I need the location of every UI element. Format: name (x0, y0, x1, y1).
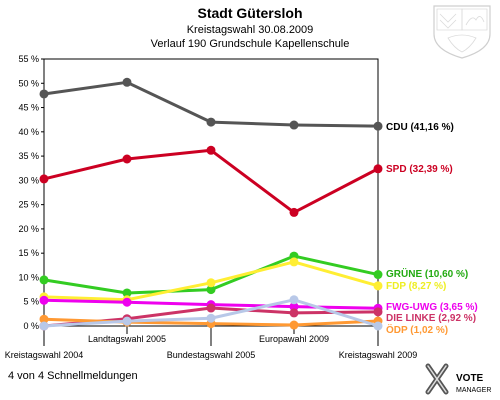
y-tick-label: 35 % (18, 151, 39, 161)
data-point-grüne (206, 285, 216, 295)
series-label-grüne: GRÜNE (10,60 %) (386, 267, 468, 280)
y-axis: 0 % 5 % 10 % 15 % 20 % 25 % 30 % 35 % 40 % 45 % 50… (18, 54, 44, 331)
data-point-cdu (39, 89, 49, 99)
data-point-sonstige (39, 321, 49, 331)
data-point-cdu (289, 120, 299, 130)
data-point-die-linke (289, 308, 299, 318)
data-point-grüne (373, 270, 383, 280)
data-point-cdu (122, 77, 132, 87)
data-point-fdp (206, 278, 216, 288)
y-tick-label: 45 % (18, 103, 39, 113)
data-point-sonstige (122, 316, 132, 326)
series-label-cdu: CDU (41,16 %) (386, 122, 454, 133)
y-tick-label: 50 % (18, 78, 39, 88)
logo-sub: MANAGER (456, 387, 491, 394)
y-tick-label: 10 % (18, 272, 39, 282)
x-tick-label: Europawahl 2009 (259, 334, 329, 344)
y-tick-label: 30 % (18, 175, 39, 185)
series-label-die-linke: DIE LINKE (2,92 %) (386, 313, 476, 324)
data-point-spd (206, 145, 216, 155)
data-point-spd (122, 154, 132, 164)
data-point-ödp (289, 320, 299, 330)
data-point-sonstige (373, 321, 383, 331)
x-tick-label: Kreistagswahl 2009 (339, 350, 418, 360)
y-tick-label: 20 % (18, 224, 39, 234)
x-tick-label: Kreistagswahl 2004 (5, 350, 84, 360)
data-point-fwg-uwg (39, 295, 49, 305)
coat-of-arms-icon (433, 5, 491, 59)
data-point-spd (289, 207, 299, 217)
data-point-cdu (373, 121, 383, 131)
data-point-die-linke (206, 303, 216, 313)
data-point-fwg-uwg (289, 302, 299, 312)
series-label-ödp: ÖDP (1,02 %) (386, 323, 448, 336)
series-labels: CDU (41,16 %) SPD (32,39 %) GRÜNE (10,60 %… (386, 122, 478, 336)
chart-subtitle-2: Verlauf 190 Grundschule Kapellenschule (151, 38, 350, 50)
chart-subtitle-1: Kreistagswahl 30.08.2009 (187, 24, 314, 36)
y-tick-label: 40 % (18, 127, 39, 137)
x-axis: Kreistagswahl 2004 Landtagswahl 2005Bunde… (5, 326, 418, 360)
y-tick-label: 55 % (18, 54, 39, 64)
footer-text: 4 von 4 Schnellmeldungen (8, 370, 138, 382)
data-point-ödp (39, 314, 49, 324)
x-tick-label: Bundestagswahl 2005 (167, 350, 256, 360)
series-group (39, 77, 383, 331)
data-point-fdp (373, 281, 383, 291)
data-point-spd (39, 174, 49, 184)
y-tick-label: 5 % (23, 297, 39, 307)
series-label-fwg-uwg: FWG-UWG (3,65 %) (386, 302, 478, 313)
y-tick-label: 25 % (18, 200, 39, 210)
data-point-cdu (206, 117, 216, 127)
data-point-grüne (39, 275, 49, 285)
y-tick-label: 15 % (18, 248, 39, 258)
x-tick-label: Landtagswahl 2005 (88, 334, 166, 344)
data-point-grüne (122, 288, 132, 298)
data-point-spd (373, 164, 383, 174)
y-tick-label: 0 % (23, 321, 39, 331)
vote-x-icon (425, 363, 449, 395)
data-point-sonstige (206, 313, 216, 323)
data-point-die-linke (373, 307, 383, 317)
series-label-spd: SPD (32,39 %) (386, 164, 453, 175)
data-point-fdp (289, 257, 299, 267)
data-point-sonstige (289, 295, 299, 305)
data-point-fwg-uwg (122, 297, 132, 307)
chart-title: Stadt Gütersloh (197, 5, 302, 21)
series-line-spd (43, 148, 379, 214)
series-label-fdp: FDP (8,27 %) (386, 281, 446, 292)
logo-main: VOTE (456, 373, 484, 384)
